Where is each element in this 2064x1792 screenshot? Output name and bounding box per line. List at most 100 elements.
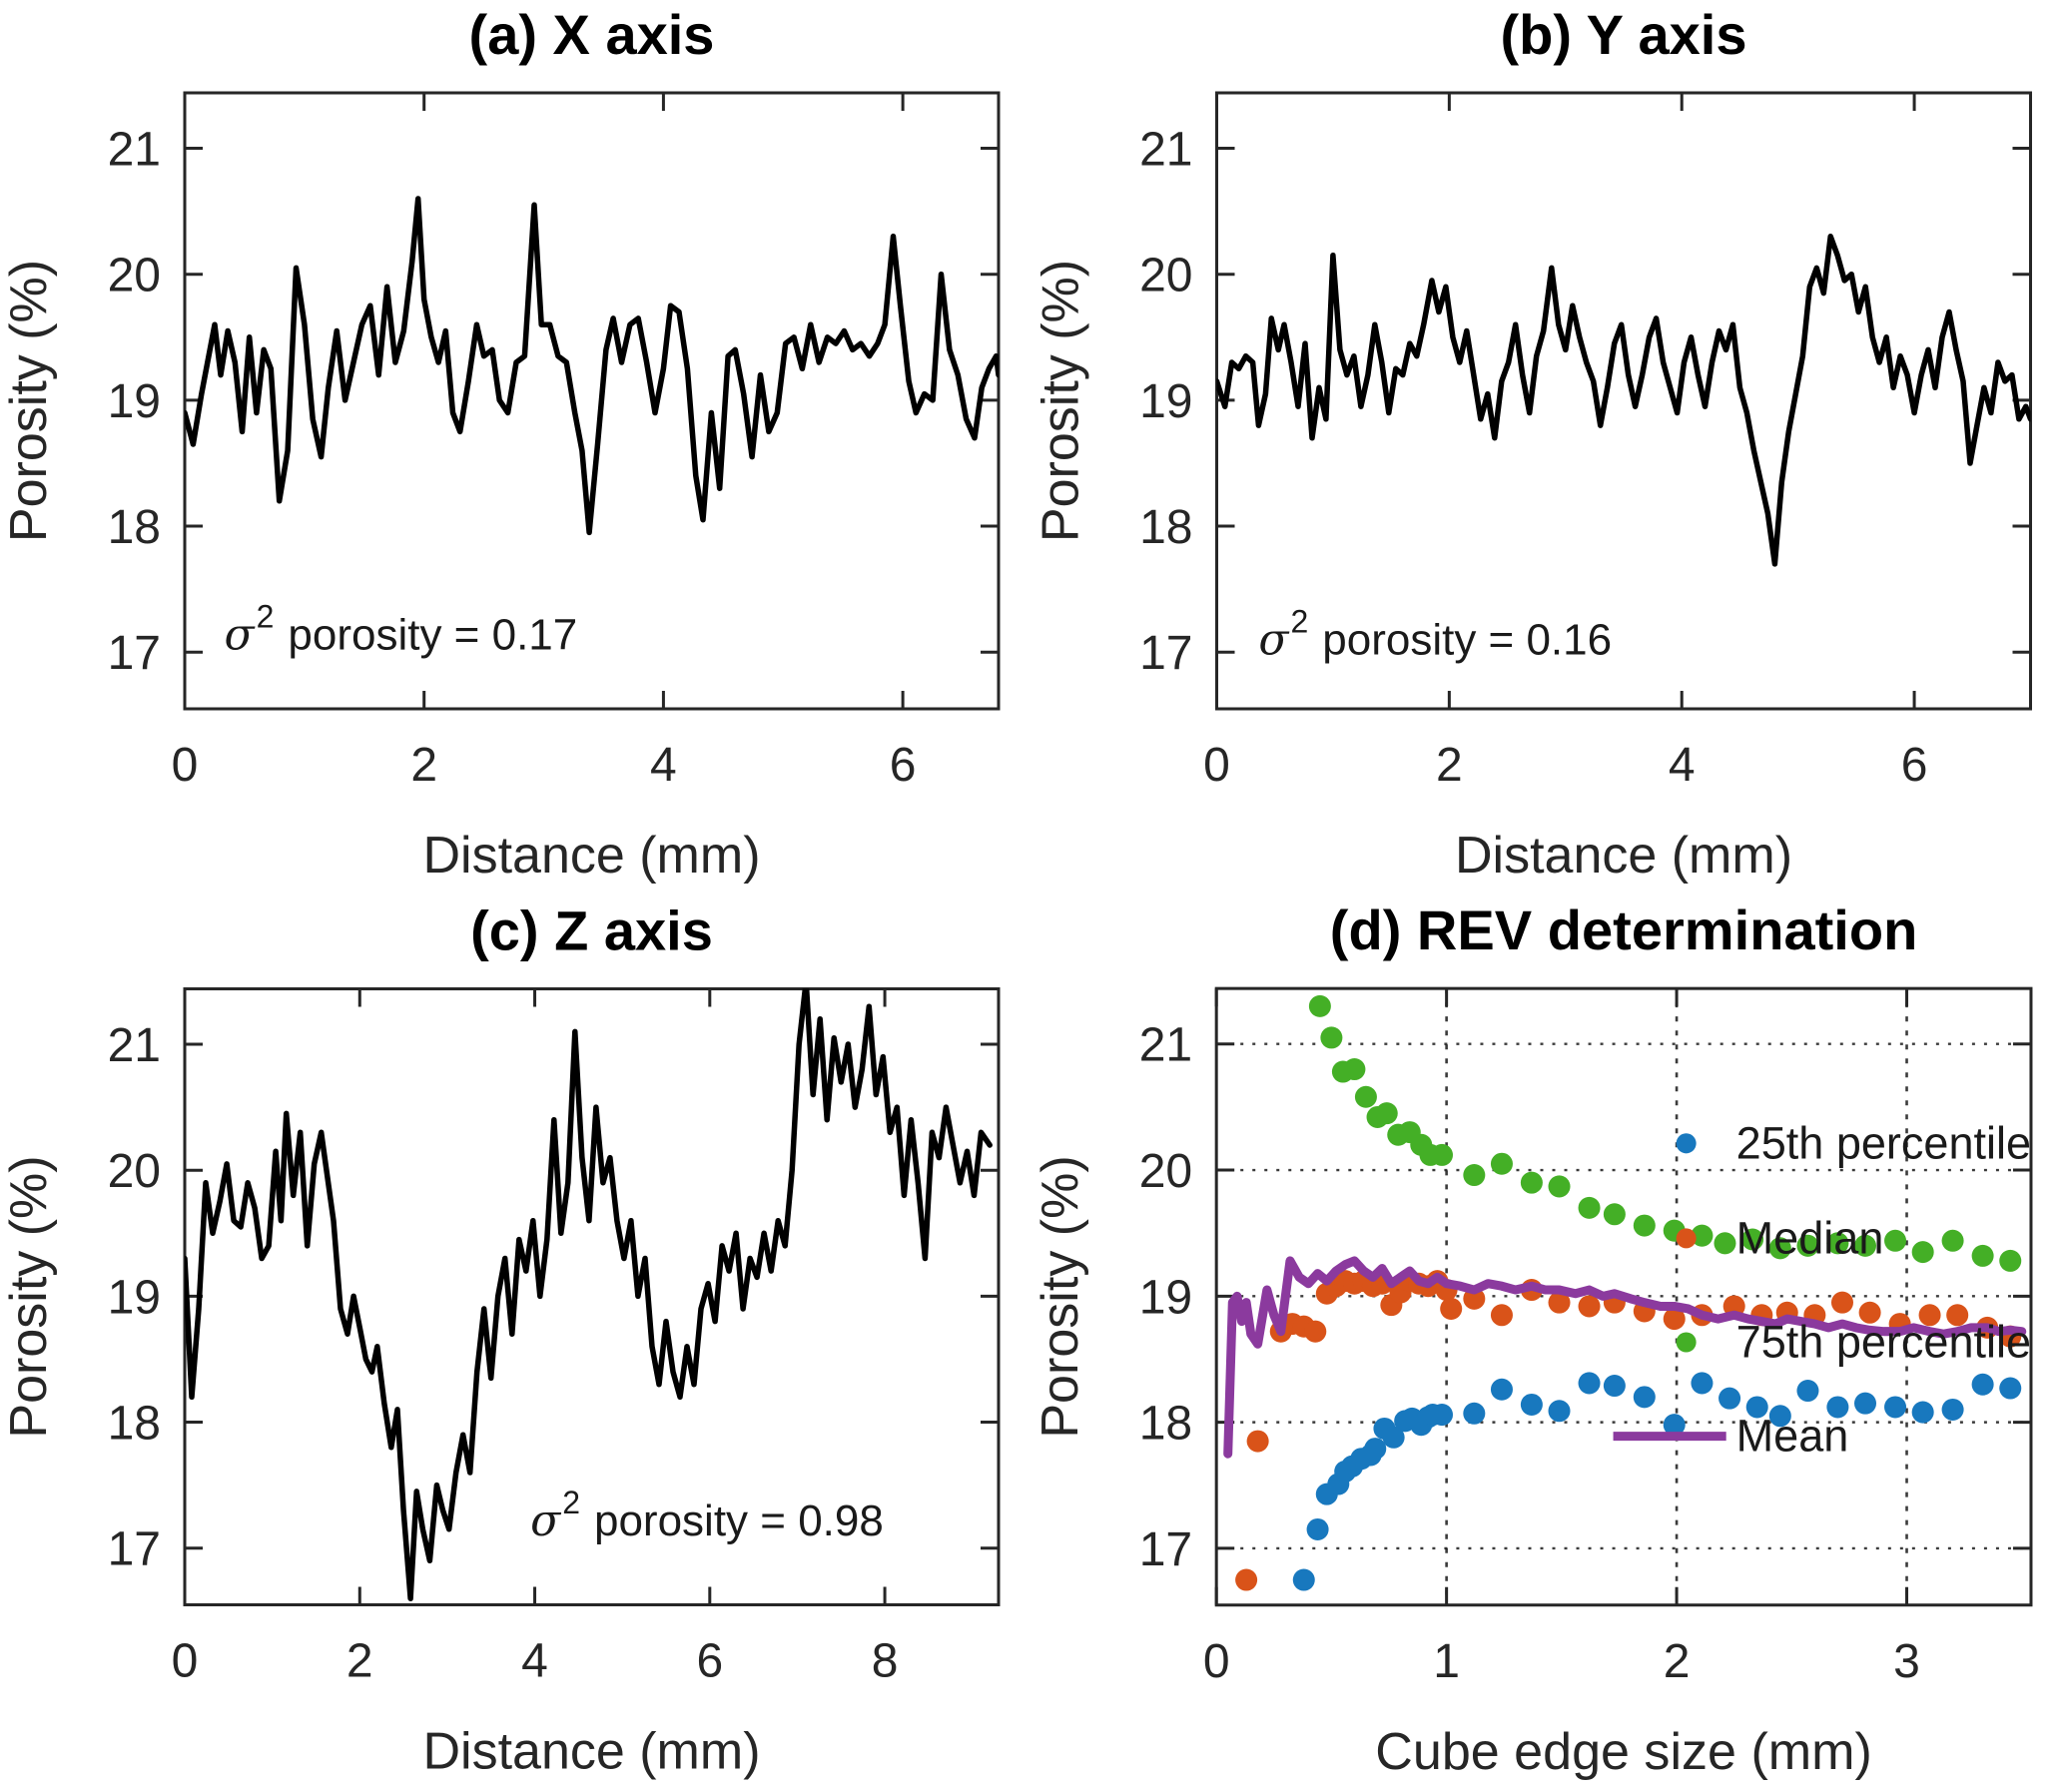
data-point [1768, 1237, 1791, 1260]
data-point [1663, 1308, 1686, 1331]
panel-b: 0 2 4 6 17 18 19 20 21 (b) Y axis Distance (mm) Por… [1032, 0, 2064, 896]
x-tick-label: 0 [1203, 1635, 1230, 1688]
panel-d: 0 1 2 3 17 18 19 20 21 (d) REV determination Cube … [1032, 896, 2064, 1792]
x-tick-label: 4 [1669, 739, 1696, 792]
sigma-exponent: 2 [1290, 604, 1308, 640]
legend-marker-dot [1676, 1332, 1697, 1353]
x-tick-label: 6 [1901, 739, 1928, 792]
x-tick-label: 6 [696, 1635, 723, 1688]
data-point [1830, 1291, 1853, 1314]
data-point [1430, 1143, 1454, 1166]
y-tick-label: 18 [1139, 1398, 1192, 1451]
y-tick-label: 21 [108, 124, 161, 177]
y-tick-label: 17 [1139, 627, 1192, 680]
data-point [1520, 1171, 1543, 1194]
sigma-symbol: σ [1258, 615, 1290, 666]
panel-c-title: (c) Z axis [470, 899, 713, 962]
y-tick-label: 17 [1139, 1523, 1192, 1576]
data-point [1308, 994, 1331, 1017]
x-tick-label: 0 [1203, 739, 1230, 792]
data-point [1971, 1373, 1994, 1396]
sigma-exponent: 2 [257, 599, 275, 635]
sigma-symbol: σ [225, 610, 257, 661]
legend-item-25th-percentile: 25th percentile [1676, 1117, 2031, 1168]
data-point [1320, 1026, 1343, 1049]
y-tick-label: 19 [108, 1271, 161, 1324]
series-line-porosity-profile-x [185, 196, 999, 536]
data-point [1548, 1291, 1571, 1314]
data-point [1306, 1517, 1329, 1540]
y-axis-label: Porosity (%) [0, 260, 58, 542]
y-tick-label: 20 [1139, 250, 1192, 302]
data-point [1999, 1377, 2022, 1400]
data-point [1578, 1295, 1601, 1318]
data-point [1911, 1241, 1934, 1264]
data-point [1246, 1430, 1269, 1453]
x-axis-label: Cube edge size (mm) [1375, 1723, 1872, 1781]
data-point [1741, 1228, 1764, 1251]
annotation-text: porosity = 0.17 [288, 611, 577, 660]
panel-a: 0 2 4 6 17 18 19 20 21 (a) X axis Distance (mm) Por… [0, 0, 1032, 896]
y-tick-label: 19 [108, 375, 161, 428]
data-point [1354, 1085, 1377, 1108]
panel-c: 0 2 4 6 8 17 18 19 20 21 (c) Z axis Distance (mm) Po… [0, 896, 1032, 1792]
data-point [1490, 1304, 1513, 1327]
y-tick-label: 18 [108, 1398, 161, 1451]
x-tick-label: 1 [1433, 1635, 1460, 1688]
data-point [1633, 1214, 1656, 1237]
legend-label: 25th percentile [1736, 1117, 2031, 1168]
y-tick-label: 17 [108, 627, 161, 680]
data-point [1548, 1400, 1571, 1423]
data-point [1520, 1393, 1543, 1416]
panel-d-title: (d) REV determination [1330, 898, 1918, 961]
annotation-text: porosity = 0.16 [1322, 616, 1612, 665]
y-tick-label: 17 [108, 1523, 161, 1576]
data-point [1304, 1320, 1327, 1343]
y-tick-label: 21 [1139, 1019, 1192, 1072]
data-point [1853, 1392, 1877, 1415]
x-tick-label: 2 [410, 739, 437, 792]
data-point [1578, 1196, 1601, 1219]
data-point [1826, 1396, 1849, 1419]
data-point [1235, 1568, 1258, 1591]
data-point [1884, 1229, 1907, 1252]
panel-a-title: (a) X axis [469, 3, 715, 66]
y-tick-label: 19 [1139, 375, 1192, 428]
data-point [1714, 1232, 1736, 1255]
panel-b-title: (b) Y axis [1501, 3, 1747, 66]
data-point [1382, 1426, 1405, 1449]
data-point [1796, 1234, 1819, 1257]
legend-marker-dot [1676, 1228, 1697, 1249]
annotation-text: porosity = 0.98 [594, 1496, 884, 1545]
series-scatter-75th-percentile [1308, 994, 2022, 1272]
data-point [1719, 1387, 1741, 1410]
legend-item-mean: Mean [1613, 1411, 1849, 1462]
data-point [1918, 1304, 1941, 1327]
series-scatter-25th-percentile [1292, 1372, 2022, 1591]
data-point [1463, 1402, 1486, 1425]
data-point [1853, 1234, 1877, 1257]
data-point [1633, 1386, 1656, 1409]
data-point [1603, 1375, 1626, 1398]
legend-label: 75th percentile [1736, 1317, 2031, 1368]
x-axis-label: Distance (mm) [1455, 827, 1792, 885]
data-point [1946, 1304, 1969, 1327]
variance-annotation: σ2 porosity = 0.17 [225, 599, 578, 661]
variance-annotation: σ2 porosity = 0.98 [530, 1485, 884, 1546]
sigma-exponent: 2 [562, 1485, 580, 1520]
panel-a-plot: 0 2 4 6 17 18 19 20 21 (a) X axis Distance (mm) Por… [0, 3, 1001, 885]
legend-item-75th-percentile: 75th percentile [1676, 1317, 2031, 1368]
y-tick-label: 19 [1139, 1271, 1192, 1324]
legend-label: Mean [1736, 1411, 1849, 1462]
x-tick-label: 4 [650, 739, 677, 792]
y-tick-label: 21 [108, 1019, 161, 1072]
y-tick-label: 21 [1139, 124, 1192, 177]
data-point [1375, 1102, 1398, 1125]
data-point [1490, 1152, 1513, 1175]
data-point [1430, 1404, 1454, 1427]
y-tick-label: 20 [108, 250, 161, 302]
data-point [1858, 1301, 1881, 1324]
data-point [1796, 1380, 1819, 1403]
panel-c-plot: 0 2 4 6 8 17 18 19 20 21 (c) Z axis Distance (mm) Po… [0, 899, 1001, 1781]
y-tick-label: 20 [108, 1145, 161, 1198]
